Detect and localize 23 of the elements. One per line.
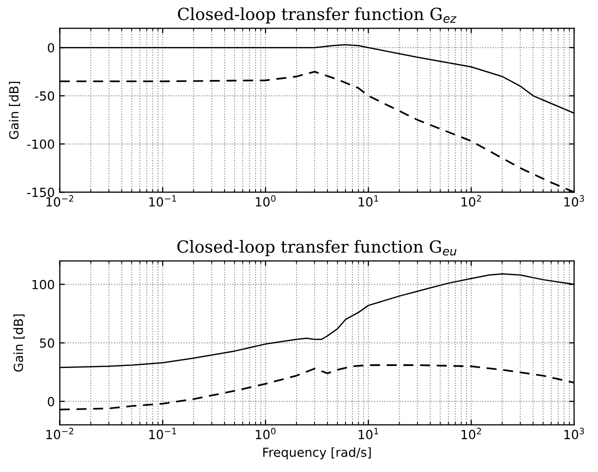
- x-tick-label: 10$^{3}$: [564, 195, 584, 207]
- x-tick-label: 10$^{2}$: [462, 428, 481, 440]
- x-tick-label: 10$^{2}$: [462, 195, 481, 207]
- x-tick-label: 10$^{−1}$: [149, 428, 176, 440]
- x-tick-label: 10$^{0}$: [256, 428, 276, 440]
- y-tick-label: -150: [27, 188, 54, 198]
- y-tick-label: 0: [48, 396, 54, 406]
- y-tick-label: 0: [48, 43, 54, 53]
- x-axis-title: Frequency [rad/s]: [263, 447, 371, 460]
- x-tick-label: 10$^{−2}$: [46, 428, 74, 440]
- x-tick-label: 10$^{−1}$: [149, 195, 176, 207]
- chart-title: Closed-loop transfer function G$_{ez}$: [178, 7, 456, 24]
- x-tick-label: 10$^{1}$: [358, 428, 378, 440]
- y-axis-title: Gain [dB]: [8, 82, 20, 140]
- x-tick-label: 10$^{3}$: [564, 428, 584, 440]
- x-tick-label: 10$^{1}$: [358, 195, 378, 207]
- chart-title: Closed-loop transfer function G$_{eu}$: [177, 240, 456, 256]
- y-tick-label: 50: [40, 338, 54, 348]
- y-tick-label: -50: [35, 91, 54, 101]
- y-axis-title: Gain [dB]: [13, 314, 25, 372]
- x-tick-label: 10$^{0}$: [256, 195, 276, 207]
- y-tick-label: -100: [27, 139, 54, 149]
- y-tick-label: 100: [32, 280, 54, 290]
